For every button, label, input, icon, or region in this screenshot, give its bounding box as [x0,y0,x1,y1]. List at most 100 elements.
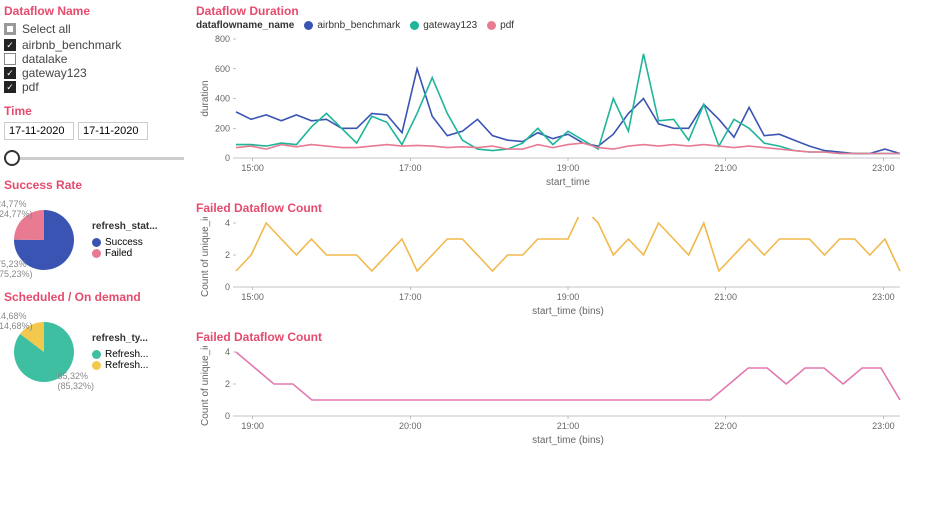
svg-text:0: 0 [225,282,230,292]
duration-chart: 0 200 400 600 800 15:00 17:00 19:00 21:00 23:00 du… [196,33,917,193]
slider-thumb-icon[interactable] [4,150,20,166]
success-rate-section: Success Rate 75,23%(75,23%)24,77%(24,77%… [4,178,184,280]
duration-chart-block: Dataflow Duration dataflowname_name airb… [196,4,917,193]
svg-text:23:00: 23:00 [872,421,895,431]
svg-text:4: 4 [225,347,230,357]
legend-swatch-icon [92,249,101,258]
svg-text:Count of unique_id: Count of unique_id [200,346,211,426]
svg-text:2: 2 [225,379,230,389]
svg-text:2: 2 [225,250,230,260]
legend-label: Refresh... [105,349,148,360]
legend-swatch-icon [487,21,496,30]
legend-item: gateway123 [410,20,477,31]
filter-item[interactable]: datalake [4,52,184,66]
pie-slice-label: 24,77%(24,77%) [0,200,33,220]
failed1-chart-block: Failed Dataflow Count 02415:0017:0019:00… [196,201,917,322]
failed2-chart-block: Failed Dataflow Count 0 2 4 19:00 20:00 21:00… [196,330,917,451]
time-section: Time [4,104,184,168]
legend-label: Failed [105,248,132,259]
svg-text:600: 600 [215,64,230,74]
svg-text:15:00: 15:00 [241,292,264,302]
filter-section: Dataflow Name Select all airbnb_benchmar… [4,4,184,94]
svg-text:20:00: 20:00 [399,421,422,431]
checkbox-icon [4,81,16,93]
failed1-chart: 02415:0017:0019:0021:0023:00Count of uni… [196,217,917,322]
filter-label: airbnb_benchmark [22,38,121,52]
svg-text:19:00: 19:00 [241,421,264,431]
failed2-chart-title: Failed Dataflow Count [196,330,917,344]
success-rate-title: Success Rate [4,178,184,192]
filter-label: datalake [22,52,67,66]
filter-title: Dataflow Name [4,4,184,18]
svg-text:21:00: 21:00 [557,421,580,431]
line-series [236,54,900,154]
filter-item[interactable]: pdf [4,80,184,94]
legend-swatch-icon [92,238,101,247]
scheduled-section: Scheduled / On demand 85,32%(85,32%)14,6… [4,290,184,392]
pie-slice-label: 75,23%(75,23%) [0,260,33,280]
legend-swatch-icon [410,21,419,30]
legend-label: Success [105,237,143,248]
line-series [236,217,900,271]
time-to-input[interactable] [78,122,148,140]
success-legend-title: refresh_stat... [92,221,158,232]
svg-text:400: 400 [215,94,230,104]
filter-label: Select all [22,22,71,36]
svg-text:21:00: 21:00 [714,163,737,173]
slider-track-line [4,157,184,160]
pie-slice-label: 14,68%(14,68%) [0,312,33,332]
filter-item[interactable]: gateway123 [4,66,184,80]
svg-text:0: 0 [225,153,230,163]
legend-label: Refresh... [105,360,148,371]
line-series [236,352,900,400]
legend-item: Refresh... [92,349,148,360]
svg-text:21:00: 21:00 [714,292,737,302]
scheduled-pie: 85,32%(85,32%)14,68%(14,68%) [4,312,84,392]
svg-text:duration: duration [200,80,211,116]
svg-text:4: 4 [225,218,230,228]
time-title: Time [4,104,184,118]
svg-text:start_time (bins): start_time (bins) [532,435,604,446]
svg-text:19:00: 19:00 [557,292,580,302]
checkbox-icon [4,67,16,79]
svg-text:start_time (bins): start_time (bins) [532,306,604,317]
checkbox-icon [4,39,16,51]
legend-label: airbnb_benchmark [317,20,400,31]
legend-swatch-icon [304,21,313,30]
svg-text:0: 0 [225,411,230,421]
svg-text:200: 200 [215,123,230,133]
duration-legend: dataflowname_name airbnb_benchmark gatewa… [196,20,917,31]
filter-label: pdf [22,80,39,94]
legend-swatch-icon [92,361,101,370]
filter-item[interactable]: airbnb_benchmark [4,38,184,52]
legend-item: airbnb_benchmark [304,20,400,31]
svg-text:19:00: 19:00 [557,163,580,173]
line-series [236,143,900,153]
checkbox-icon [4,53,16,65]
legend-item: Failed [92,248,158,259]
svg-text:22:00: 22:00 [714,421,737,431]
duration-chart-title: Dataflow Duration [196,4,917,18]
success-rate-pie: 75,23%(75,23%)24,77%(24,77%) [4,200,84,280]
line-series [236,69,900,154]
legend-label: pdf [500,20,514,31]
duration-legend-lead: dataflowname_name [196,20,294,31]
legend-item: Refresh... [92,360,148,371]
pie-slice-label: 85,32%(85,32%) [57,372,94,392]
checkbox-partial-icon [4,23,16,35]
svg-text:23:00: 23:00 [872,292,895,302]
filter-select-all[interactable]: Select all [4,22,184,36]
svg-text:23:00: 23:00 [872,163,895,173]
legend-item: Success [92,237,158,248]
svg-text:800: 800 [215,34,230,44]
svg-text:15:00: 15:00 [241,163,264,173]
filter-label: gateway123 [22,66,87,80]
time-slider[interactable] [4,148,184,168]
scheduled-title: Scheduled / On demand [4,290,184,304]
svg-text:17:00: 17:00 [399,163,422,173]
svg-text:17:00: 17:00 [399,292,422,302]
failed2-chart: 0 2 4 19:00 20:00 21:00 22:00 23:00 Count of uni… [196,346,917,451]
time-from-input[interactable] [4,122,74,140]
legend-label: gateway123 [423,20,477,31]
legend-item: pdf [487,20,514,31]
